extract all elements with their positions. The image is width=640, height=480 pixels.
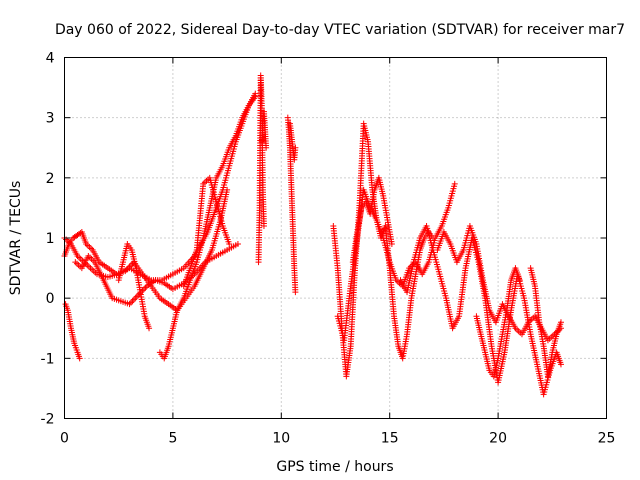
y-tick-label: 4 [46, 51, 55, 67]
y-tick-labels: -2 -1 0 1 2 3 4 [41, 51, 55, 428]
data-point [142, 284, 149, 291]
y-tick-label: 0 [46, 291, 55, 307]
y-tick-label: 3 [46, 111, 55, 127]
x-tick-label: 20 [489, 431, 507, 447]
y-tick-label: 1 [46, 231, 55, 247]
data-point [557, 361, 564, 368]
data-series [61, 72, 564, 398]
chart-title: Day 060 of 2022, Sidereal Day-to-day VTE… [55, 22, 625, 38]
data-point [224, 186, 231, 193]
y-tick-label: -1 [41, 351, 55, 367]
data-point [132, 295, 139, 302]
y-tick-label: -2 [41, 412, 55, 428]
x-tick-label: 15 [381, 431, 399, 447]
x-tick-label: 5 [168, 431, 177, 447]
y-axis-label: SDTVAR / TECUs [8, 181, 24, 296]
y-tick-label: 2 [46, 171, 55, 187]
x-tick-label: 25 [598, 431, 616, 447]
data-point [252, 93, 259, 100]
data-point [127, 262, 134, 269]
data-point [292, 289, 299, 296]
data-point [451, 180, 458, 187]
data-point [146, 325, 153, 332]
x-tick-label: 0 [60, 431, 69, 447]
x-axis-label: GPS time / hours [276, 459, 393, 475]
data-point [557, 319, 564, 326]
data-point [226, 241, 233, 248]
data-point [516, 277, 523, 284]
axis-ticks [64, 57, 607, 419]
data-point [130, 296, 137, 303]
x-tick-label: 10 [272, 431, 290, 447]
data-point [76, 355, 83, 362]
data-point [260, 222, 267, 229]
data-point [292, 144, 299, 151]
data-point [234, 241, 241, 248]
x-tick-labels: 0 5 10 15 20 25 [60, 431, 615, 447]
data-point [127, 299, 134, 306]
data-point [388, 241, 395, 248]
data-point [263, 144, 270, 151]
